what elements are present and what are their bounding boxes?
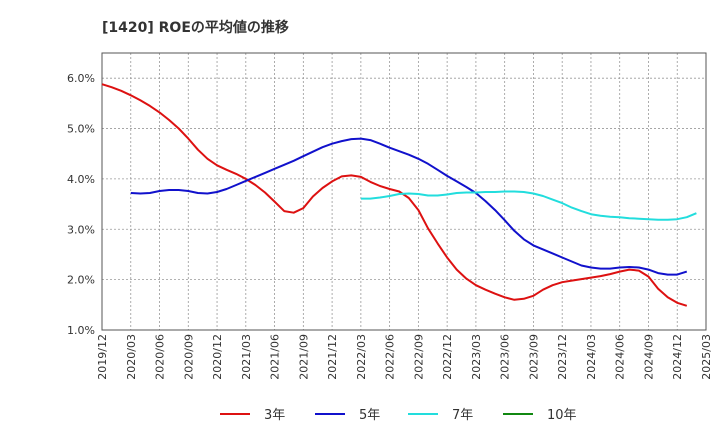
x-tick-label: 2021/09 — [297, 334, 310, 380]
series-line-3 — [360, 190, 697, 221]
legend-label: 3年 — [264, 408, 285, 423]
x-tick-label: 2021/06 — [269, 334, 282, 380]
x-tick-label: 2023/12 — [556, 334, 569, 380]
y-tick-label: 1.0% — [67, 324, 95, 337]
x-tick-label: 2024/03 — [585, 334, 598, 380]
x-tick-label: 2020/09 — [182, 334, 195, 380]
legend: 3年 5年 7年 10年 — [220, 408, 577, 423]
x-tick-label: 2023/06 — [499, 334, 512, 380]
chart-title: [1420] ROEの平均値の推移 — [102, 19, 289, 36]
legend-label: 5年 — [359, 408, 380, 423]
legend-label: 7年 — [452, 408, 473, 423]
x-tick-label: 2020/06 — [154, 334, 167, 380]
series-layer — [101, 83, 697, 307]
x-tick-label: 2024/09 — [642, 334, 655, 380]
y-tick-label: 4.0% — [67, 173, 95, 186]
x-tick-label: 2023/09 — [527, 334, 540, 380]
x-tick-label: 2021/12 — [326, 334, 339, 380]
x-tick-label: 2023/03 — [470, 334, 483, 380]
x-tick-label: 2022/06 — [384, 334, 397, 380]
x-tick-label: 2022/03 — [355, 334, 368, 380]
series-line-2 — [130, 137, 688, 276]
axis-layer: 2019/12 2020/03 2020/06 2020/09 2020/12 2021/… — [67, 72, 713, 380]
y-tick-label: 5.0% — [67, 123, 95, 136]
grid-layer — [102, 53, 706, 330]
x-tick-label: 2022/09 — [412, 334, 425, 380]
y-tick-label: 3.0% — [67, 223, 95, 236]
x-tick-label: 2021/03 — [240, 334, 253, 380]
y-tick-label: 6.0% — [67, 72, 95, 85]
y-tick-label: 2.0% — [67, 274, 95, 287]
x-tick-label: 2020/03 — [125, 334, 138, 380]
x-tick-label: 2019/12 — [96, 334, 109, 380]
x-tick-label: 2024/06 — [614, 334, 627, 380]
plot-frame — [101, 52, 707, 331]
x-tick-label: 2024/12 — [671, 334, 684, 380]
x-tick-label: 2022/12 — [441, 334, 454, 380]
series-line-1 — [101, 83, 688, 307]
x-tick-label: 2025/03 — [700, 334, 713, 380]
legend-label: 10年 — [547, 408, 577, 423]
x-tick-label: 2020/12 — [211, 334, 224, 380]
